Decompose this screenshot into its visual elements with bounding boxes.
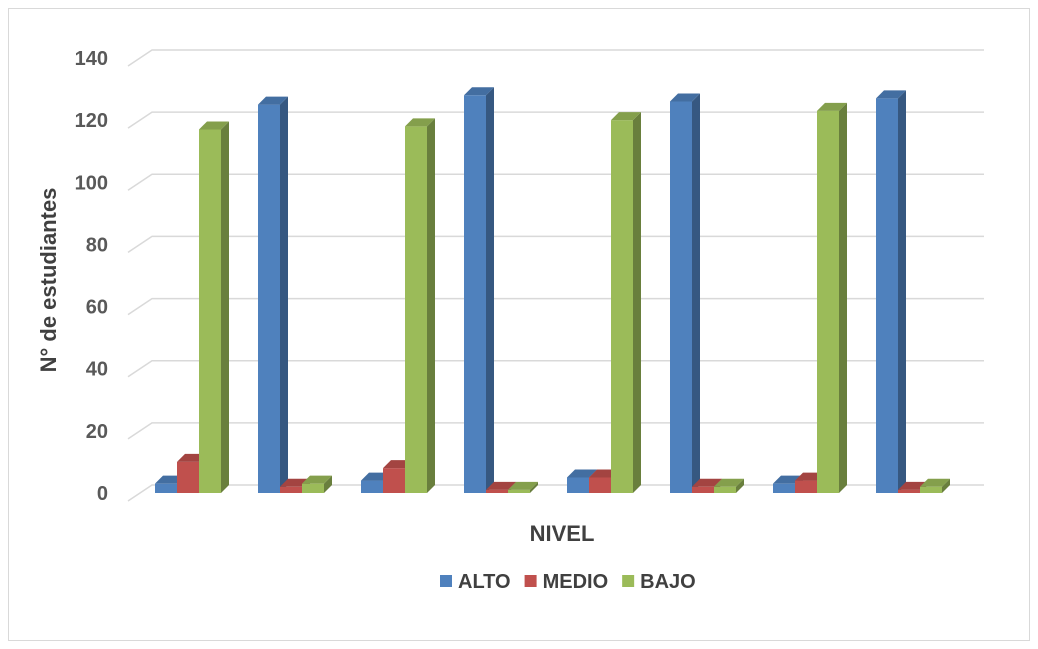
legend: ALTO MEDIO BAJO [440, 571, 696, 593]
bar-bajo [611, 112, 641, 494]
legend-swatch [440, 575, 452, 587]
bar-alto [670, 93, 700, 493]
x-axis-title: NIVEL [530, 521, 595, 546]
bar-alto [876, 90, 906, 494]
legend-item-bajo: BAJO [622, 571, 696, 593]
legend-label: MEDIO [543, 571, 609, 593]
legend-label: BAJO [640, 571, 696, 593]
y-tick-label: 20 [86, 421, 108, 443]
bar-bajo [714, 478, 744, 493]
y-tick-label: 60 [86, 297, 108, 319]
chart-frame [8, 8, 1030, 641]
legend-item-medio: MEDIO [524, 571, 609, 593]
gridline [127, 484, 984, 502]
gridline [127, 235, 984, 254]
y-tick-label: 40 [86, 359, 108, 381]
y-axis-title: N° de estudiantes [36, 188, 61, 373]
bar-bajo [508, 481, 538, 493]
y-tick-label: 100 [75, 172, 108, 194]
legend-label: ALTO [458, 571, 511, 593]
gridline [127, 297, 984, 316]
bars [155, 87, 950, 494]
y-tick-label: 140 [75, 48, 108, 70]
gridline [127, 359, 984, 378]
bar-bajo [405, 118, 435, 493]
y-tick-label: 120 [75, 110, 108, 132]
y-axis-tick-labels: 0 20 40 60 80 100 120 140 [75, 48, 108, 505]
gridline [127, 422, 984, 440]
bar-bajo [199, 121, 229, 493]
bar-bajo [302, 475, 332, 493]
gridlines [127, 49, 984, 502]
bar-bajo [817, 102, 847, 494]
legend-swatch [524, 575, 537, 587]
gridline [127, 173, 984, 191]
bar-alto [258, 96, 288, 493]
y-tick-label: 0 [97, 483, 108, 505]
bar-bajo [920, 478, 950, 493]
gridline [127, 111, 984, 129]
y-tick-label: 80 [86, 234, 108, 256]
gridline [127, 49, 984, 67]
bar-alto [464, 87, 494, 494]
legend-item-alto: ALTO [440, 571, 511, 593]
legend-swatch [622, 575, 635, 587]
